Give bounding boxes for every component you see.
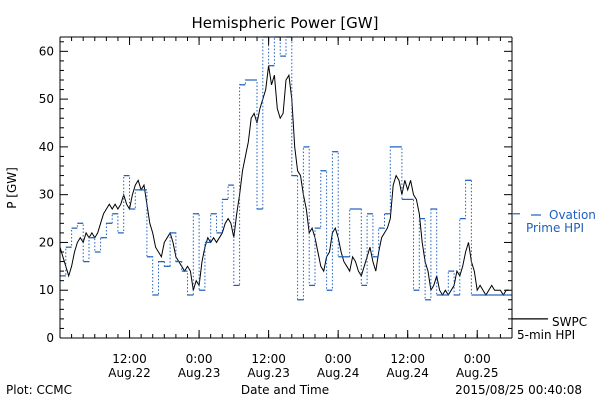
- x-tick-date-label: Aug.23: [247, 366, 290, 380]
- timestamp: 2015/08/25 00:40:08: [455, 383, 582, 397]
- x-tick-time-label: 12:00: [112, 352, 147, 366]
- y-axis-label: P [GW]: [5, 167, 19, 209]
- series-line-swpc: [59, 65, 510, 296]
- x-tick-date-label: Aug.22: [108, 366, 151, 380]
- series-layer: [59, 36, 513, 301]
- swpc-legend-line2: 5-min HPI: [517, 328, 575, 342]
- ovation-legend-line2: Prime HPI: [526, 221, 584, 235]
- plot-credit: Plot: CCMC: [6, 383, 72, 397]
- x-tick-time-label: 12:00: [251, 352, 286, 366]
- legend-ovation: Ovation Prime HPI: [526, 208, 596, 235]
- x-axis-label: Date and Time: [241, 383, 329, 397]
- x-tick-time-label: 0:00: [325, 352, 352, 366]
- y-tick-label: 0: [46, 331, 54, 345]
- y-tick-label: 60: [39, 44, 54, 58]
- y-tick-label: 50: [39, 92, 54, 106]
- swpc-legend-line1: SWPC: [552, 315, 587, 329]
- series-line-ovation-prime: [60, 36, 513, 301]
- x-tick-time-label: 0:00: [464, 352, 491, 366]
- x-tick-time-label: 12:00: [390, 352, 425, 366]
- ovation-legend-line1: Ovation: [549, 208, 596, 222]
- chart-title: Hemispheric Power [GW]: [192, 14, 379, 32]
- y-tick-label: 10: [39, 283, 54, 297]
- x-tick-time-label: 0:00: [186, 352, 213, 366]
- x-tick-date-label: Aug.23: [178, 366, 221, 380]
- y-tick-label: 20: [39, 235, 54, 249]
- x-tick-date-label: Aug.24: [386, 366, 429, 380]
- x-tick-date-label: Aug.25: [456, 366, 499, 380]
- axes-layer: 010203040506012:00Aug.220:00Aug.2312:00A…: [39, 36, 548, 380]
- legend-swpc: SWPC 5-min HPI: [517, 315, 587, 342]
- y-tick-label: 30: [39, 188, 54, 202]
- y-tick-label: 40: [39, 140, 54, 154]
- x-tick-date-label: Aug.24: [317, 366, 360, 380]
